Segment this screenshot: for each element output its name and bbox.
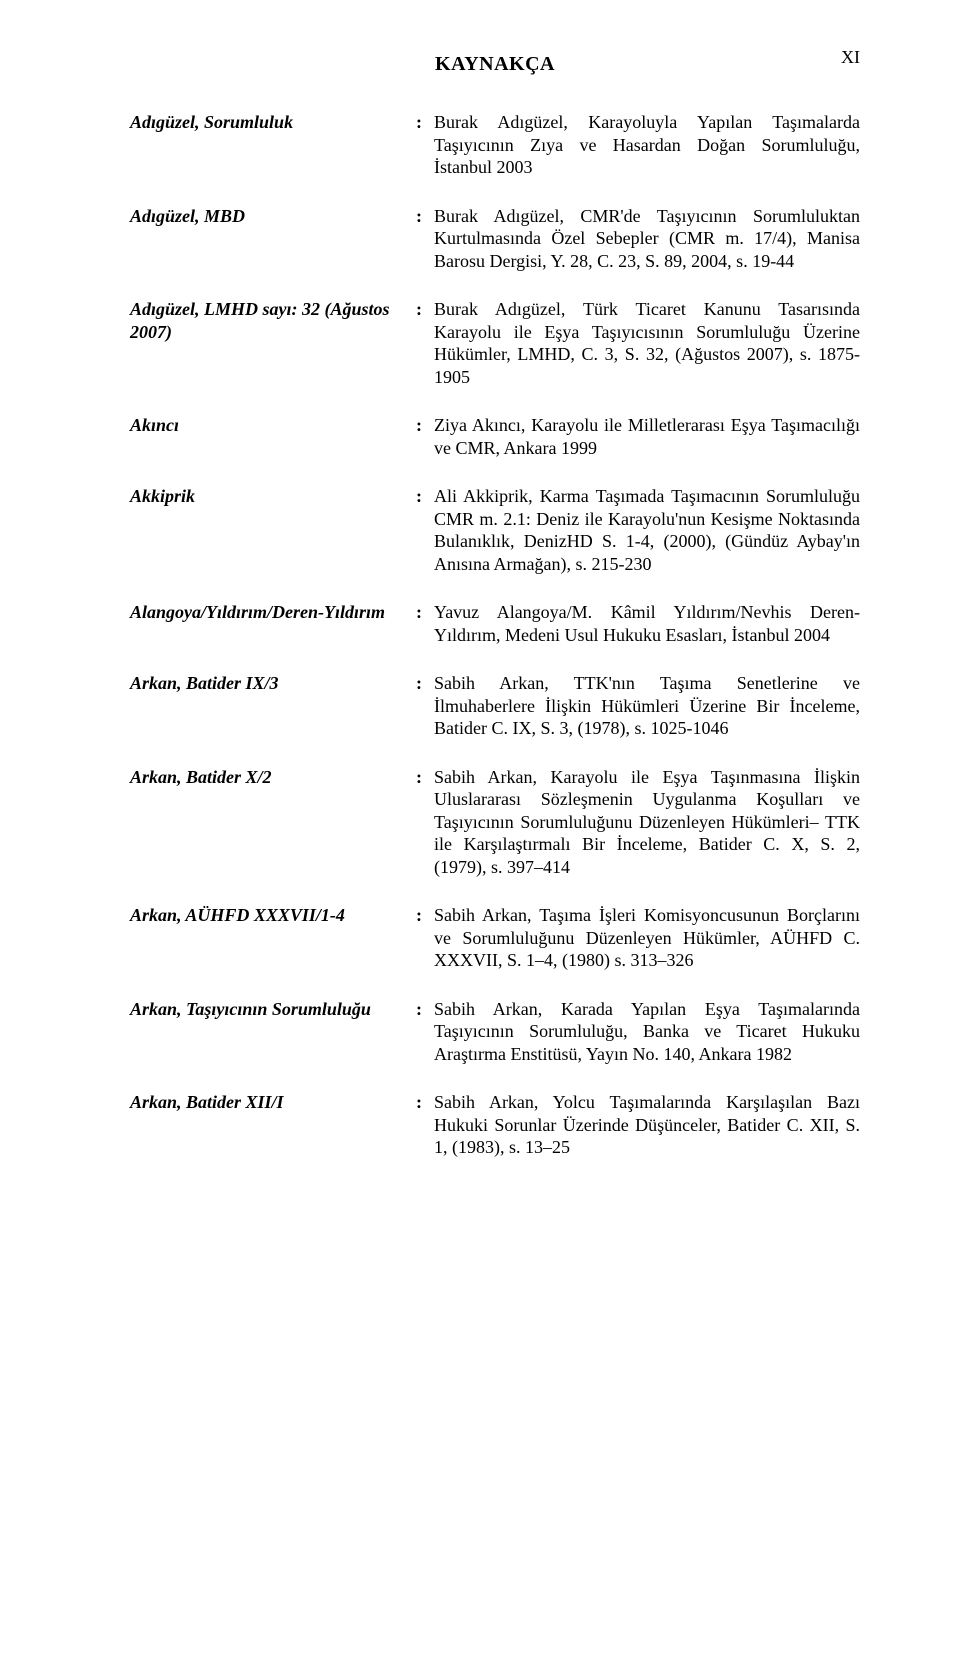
bibliography-entry: Adıgüzel, Sorumluluk:Burak Adıgüzel, Kar… xyxy=(130,111,860,179)
entry-value: Sabih Arkan, Karada Yapılan Eşya Taşımal… xyxy=(424,998,860,1066)
entry-key: Adıgüzel, Sorumluluk xyxy=(130,111,416,134)
bibliography-entry: Alangoya/Yıldırım/Deren-Yıldırım:Yavuz A… xyxy=(130,601,860,646)
entry-key-text: Adıgüzel, LMHD sayı: 32 (Ağustos 2007) xyxy=(130,299,390,342)
bibliography-entry: Arkan, Batider IX/3:Sabih Arkan, TTK'nın… xyxy=(130,672,860,740)
entry-key-text: Arkan, AÜHFD XXXVII/1-4 xyxy=(130,905,345,925)
bibliography-entry: Akıncı:Ziya Akıncı, Karayolu ile Milletl… xyxy=(130,414,860,459)
bibliography-entry: Arkan, Taşıyıcının Sorumluluğu:Sabih Ark… xyxy=(130,998,860,1066)
entry-key: Arkan, Batider X/2 xyxy=(130,766,416,789)
entry-value: Yavuz Alangoya/M. Kâmil Yıldırım/Nevhis … xyxy=(424,601,860,646)
entry-key-text: Arkan, Batider XII/I xyxy=(130,1092,284,1112)
entry-key: Alangoya/Yıldırım/Deren-Yıldırım xyxy=(130,601,416,624)
entry-value: Sabih Arkan, Karayolu ile Eşya Taşınması… xyxy=(424,766,860,879)
bibliography-entry: Arkan, Batider X/2:Sabih Arkan, Karayolu… xyxy=(130,766,860,879)
entry-key-text: Akıncı xyxy=(130,415,179,435)
entry-separator: : xyxy=(416,766,424,789)
entry-key-text: Alangoya/Yıldırım/Deren-Yıldırım xyxy=(130,602,385,622)
entry-key-text: Arkan, Taşıyıcının Sorumluluğu xyxy=(130,999,371,1019)
entry-separator: : xyxy=(416,485,424,508)
entry-value: Sabih Arkan, Yolcu Taşımalarında Karşıla… xyxy=(424,1091,860,1159)
entry-separator: : xyxy=(416,111,424,134)
entry-separator: : xyxy=(416,1091,424,1114)
entry-value: Burak Adıgüzel, Türk Ticaret Kanunu Tasa… xyxy=(424,298,860,388)
entry-separator: : xyxy=(416,904,424,927)
entry-key-text: Adıgüzel, MBD xyxy=(130,206,245,226)
entry-value: Burak Adıgüzel, CMR'de Taşıyıcının Sorum… xyxy=(424,205,860,273)
bibliography-entry: Arkan, Batider XII/I:Sabih Arkan, Yolcu … xyxy=(130,1091,860,1159)
entry-key: Akkiprik xyxy=(130,485,416,508)
entry-value: Ali Akkiprik, Karma Taşımada Taşımacının… xyxy=(424,485,860,575)
entry-separator: : xyxy=(416,998,424,1021)
page-title: KAYNAKÇA xyxy=(130,52,860,77)
entry-value: Burak Adıgüzel, Karayoluyla Yapılan Taşı… xyxy=(424,111,860,179)
entry-key: Arkan, Batider XII/I xyxy=(130,1091,416,1114)
entry-value: Sabih Arkan, Taşıma İşleri Komisyoncusun… xyxy=(424,904,860,972)
entry-key: Adıgüzel, LMHD sayı: 32 (Ağustos 2007) xyxy=(130,298,416,343)
entry-key-text: Arkan, Batider IX/3 xyxy=(130,673,279,693)
entry-separator: : xyxy=(416,672,424,695)
bibliography-entry: Adıgüzel, MBD:Burak Adıgüzel, CMR'de Taş… xyxy=(130,205,860,273)
entry-key: Arkan, AÜHFD XXXVII/1-4 xyxy=(130,904,416,927)
entry-value: Sabih Arkan, TTK'nın Taşıma Senetlerine … xyxy=(424,672,860,740)
entry-key-text: Akkiprik xyxy=(130,486,195,506)
entry-separator: : xyxy=(416,601,424,624)
bibliography-list: Adıgüzel, Sorumluluk:Burak Adıgüzel, Kar… xyxy=(130,111,860,1159)
bibliography-entry: Akkiprik:Ali Akkiprik, Karma Taşımada Ta… xyxy=(130,485,860,575)
entry-separator: : xyxy=(416,298,424,321)
entry-key: Akıncı xyxy=(130,414,416,437)
bibliography-entry: Arkan, AÜHFD XXXVII/1-4:Sabih Arkan, Taş… xyxy=(130,904,860,972)
entry-key: Arkan, Taşıyıcının Sorumluluğu xyxy=(130,998,416,1021)
page-number: XI xyxy=(841,46,860,69)
page-content: KAYNAKÇA Adıgüzel, Sorumluluk:Burak Adıg… xyxy=(0,0,960,1245)
entry-separator: : xyxy=(416,414,424,437)
entry-value: Ziya Akıncı, Karayolu ile Milletlerarası… xyxy=(424,414,860,459)
entry-key: Arkan, Batider IX/3 xyxy=(130,672,416,695)
bibliography-entry: Adıgüzel, LMHD sayı: 32 (Ağustos 2007):B… xyxy=(130,298,860,388)
entry-separator: : xyxy=(416,205,424,228)
entry-key: Adıgüzel, MBD xyxy=(130,205,416,228)
entry-key-text: Arkan, Batider X/2 xyxy=(130,767,272,787)
entry-key-text: Adıgüzel, Sorumluluk xyxy=(130,112,293,132)
